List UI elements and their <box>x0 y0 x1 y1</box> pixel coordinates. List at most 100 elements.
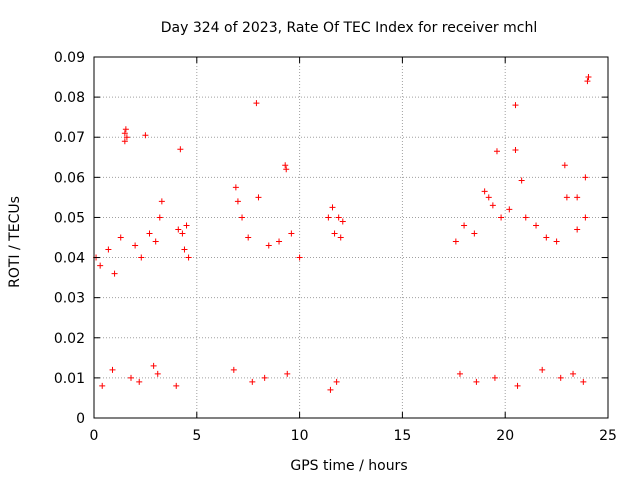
data-point <box>325 214 332 221</box>
data-point <box>288 230 295 237</box>
y-tick-label: 0.08 <box>54 90 85 106</box>
data-point <box>128 374 135 381</box>
data-point <box>173 382 180 389</box>
data-points <box>93 74 592 393</box>
data-point <box>296 254 303 261</box>
data-point <box>181 246 188 253</box>
data-point <box>138 254 145 261</box>
data-point <box>253 100 260 107</box>
data-point <box>498 214 505 221</box>
data-point <box>485 194 492 201</box>
data-point <box>533 222 540 229</box>
data-point <box>185 254 192 261</box>
data-point <box>117 234 124 241</box>
y-tick-label: 0.07 <box>54 130 85 146</box>
data-point <box>489 202 496 209</box>
data-point <box>132 242 139 249</box>
y-tick-label: 0.04 <box>54 251 85 267</box>
data-point <box>570 370 577 377</box>
data-point <box>146 230 153 237</box>
y-axis-label: ROTI / TECUs <box>7 196 23 288</box>
data-point <box>452 238 459 245</box>
data-point <box>473 378 480 385</box>
axis-ticks: 0 5 10 15 20 25 0 0.01 0.02 0.03 0.04 0.05 0.06 0.07 0… <box>54 50 617 444</box>
data-point <box>150 362 157 369</box>
data-point <box>539 366 546 373</box>
data-point <box>136 378 143 385</box>
y-tick-label: 0.05 <box>54 210 85 226</box>
data-point <box>563 194 570 201</box>
data-point <box>276 238 283 245</box>
data-point <box>109 366 116 373</box>
data-point <box>512 147 519 154</box>
data-point <box>245 234 252 241</box>
data-point <box>329 204 336 211</box>
data-point <box>249 378 256 385</box>
data-point <box>97 262 104 269</box>
data-point <box>283 166 290 173</box>
data-point <box>111 270 118 277</box>
data-point <box>493 148 500 155</box>
data-point <box>121 138 128 145</box>
y-tick-label: 0.01 <box>54 371 85 387</box>
data-point <box>179 230 186 237</box>
chart-title: Day 324 of 2023, Rate Of TEC Index for r… <box>161 20 537 36</box>
data-point <box>177 146 184 153</box>
data-point <box>582 214 589 221</box>
data-point <box>265 242 272 249</box>
data-point <box>142 132 149 139</box>
data-point <box>105 246 112 253</box>
data-point <box>461 222 468 229</box>
x-tick-label: 10 <box>291 428 309 444</box>
data-point <box>234 198 241 205</box>
data-point <box>232 184 239 191</box>
data-point <box>582 174 589 181</box>
data-point <box>518 177 525 184</box>
data-point <box>584 78 591 85</box>
y-tick-label: 0.09 <box>54 50 85 66</box>
data-point <box>512 102 519 109</box>
data-point <box>154 370 161 377</box>
plot-frame <box>93 56 609 419</box>
data-point <box>553 238 560 245</box>
data-point <box>333 378 340 385</box>
x-axis-label: GPS time / hours <box>290 458 407 474</box>
data-point <box>122 126 129 133</box>
data-point <box>574 194 581 201</box>
data-point <box>123 134 130 141</box>
x-tick-label: 0 <box>90 428 99 444</box>
data-point <box>491 374 498 381</box>
grid-lines <box>94 57 608 418</box>
data-point <box>335 214 342 221</box>
data-point <box>337 234 344 241</box>
data-point <box>557 374 564 381</box>
data-point <box>175 226 182 233</box>
data-point <box>456 370 463 377</box>
data-point <box>239 214 246 221</box>
data-point <box>339 218 346 225</box>
data-point <box>543 234 550 241</box>
data-point <box>580 378 587 385</box>
data-point <box>481 188 488 195</box>
data-point <box>152 238 159 245</box>
data-point <box>331 230 338 237</box>
data-point <box>522 214 529 221</box>
data-point <box>255 194 262 201</box>
data-point <box>261 374 268 381</box>
data-point <box>561 162 568 169</box>
y-tick-label: 0.06 <box>54 170 85 186</box>
data-point <box>327 386 334 393</box>
y-tick-label: 0.03 <box>54 291 85 307</box>
data-point <box>574 226 581 233</box>
x-tick-label: 20 <box>496 428 514 444</box>
data-point <box>99 382 106 389</box>
x-tick-label: 15 <box>393 428 411 444</box>
data-point <box>514 382 521 389</box>
y-tick-label: 0 <box>76 411 85 427</box>
data-point <box>284 370 291 377</box>
data-point <box>585 74 592 81</box>
data-point <box>183 222 190 229</box>
data-point <box>506 206 513 213</box>
data-point <box>282 162 289 169</box>
